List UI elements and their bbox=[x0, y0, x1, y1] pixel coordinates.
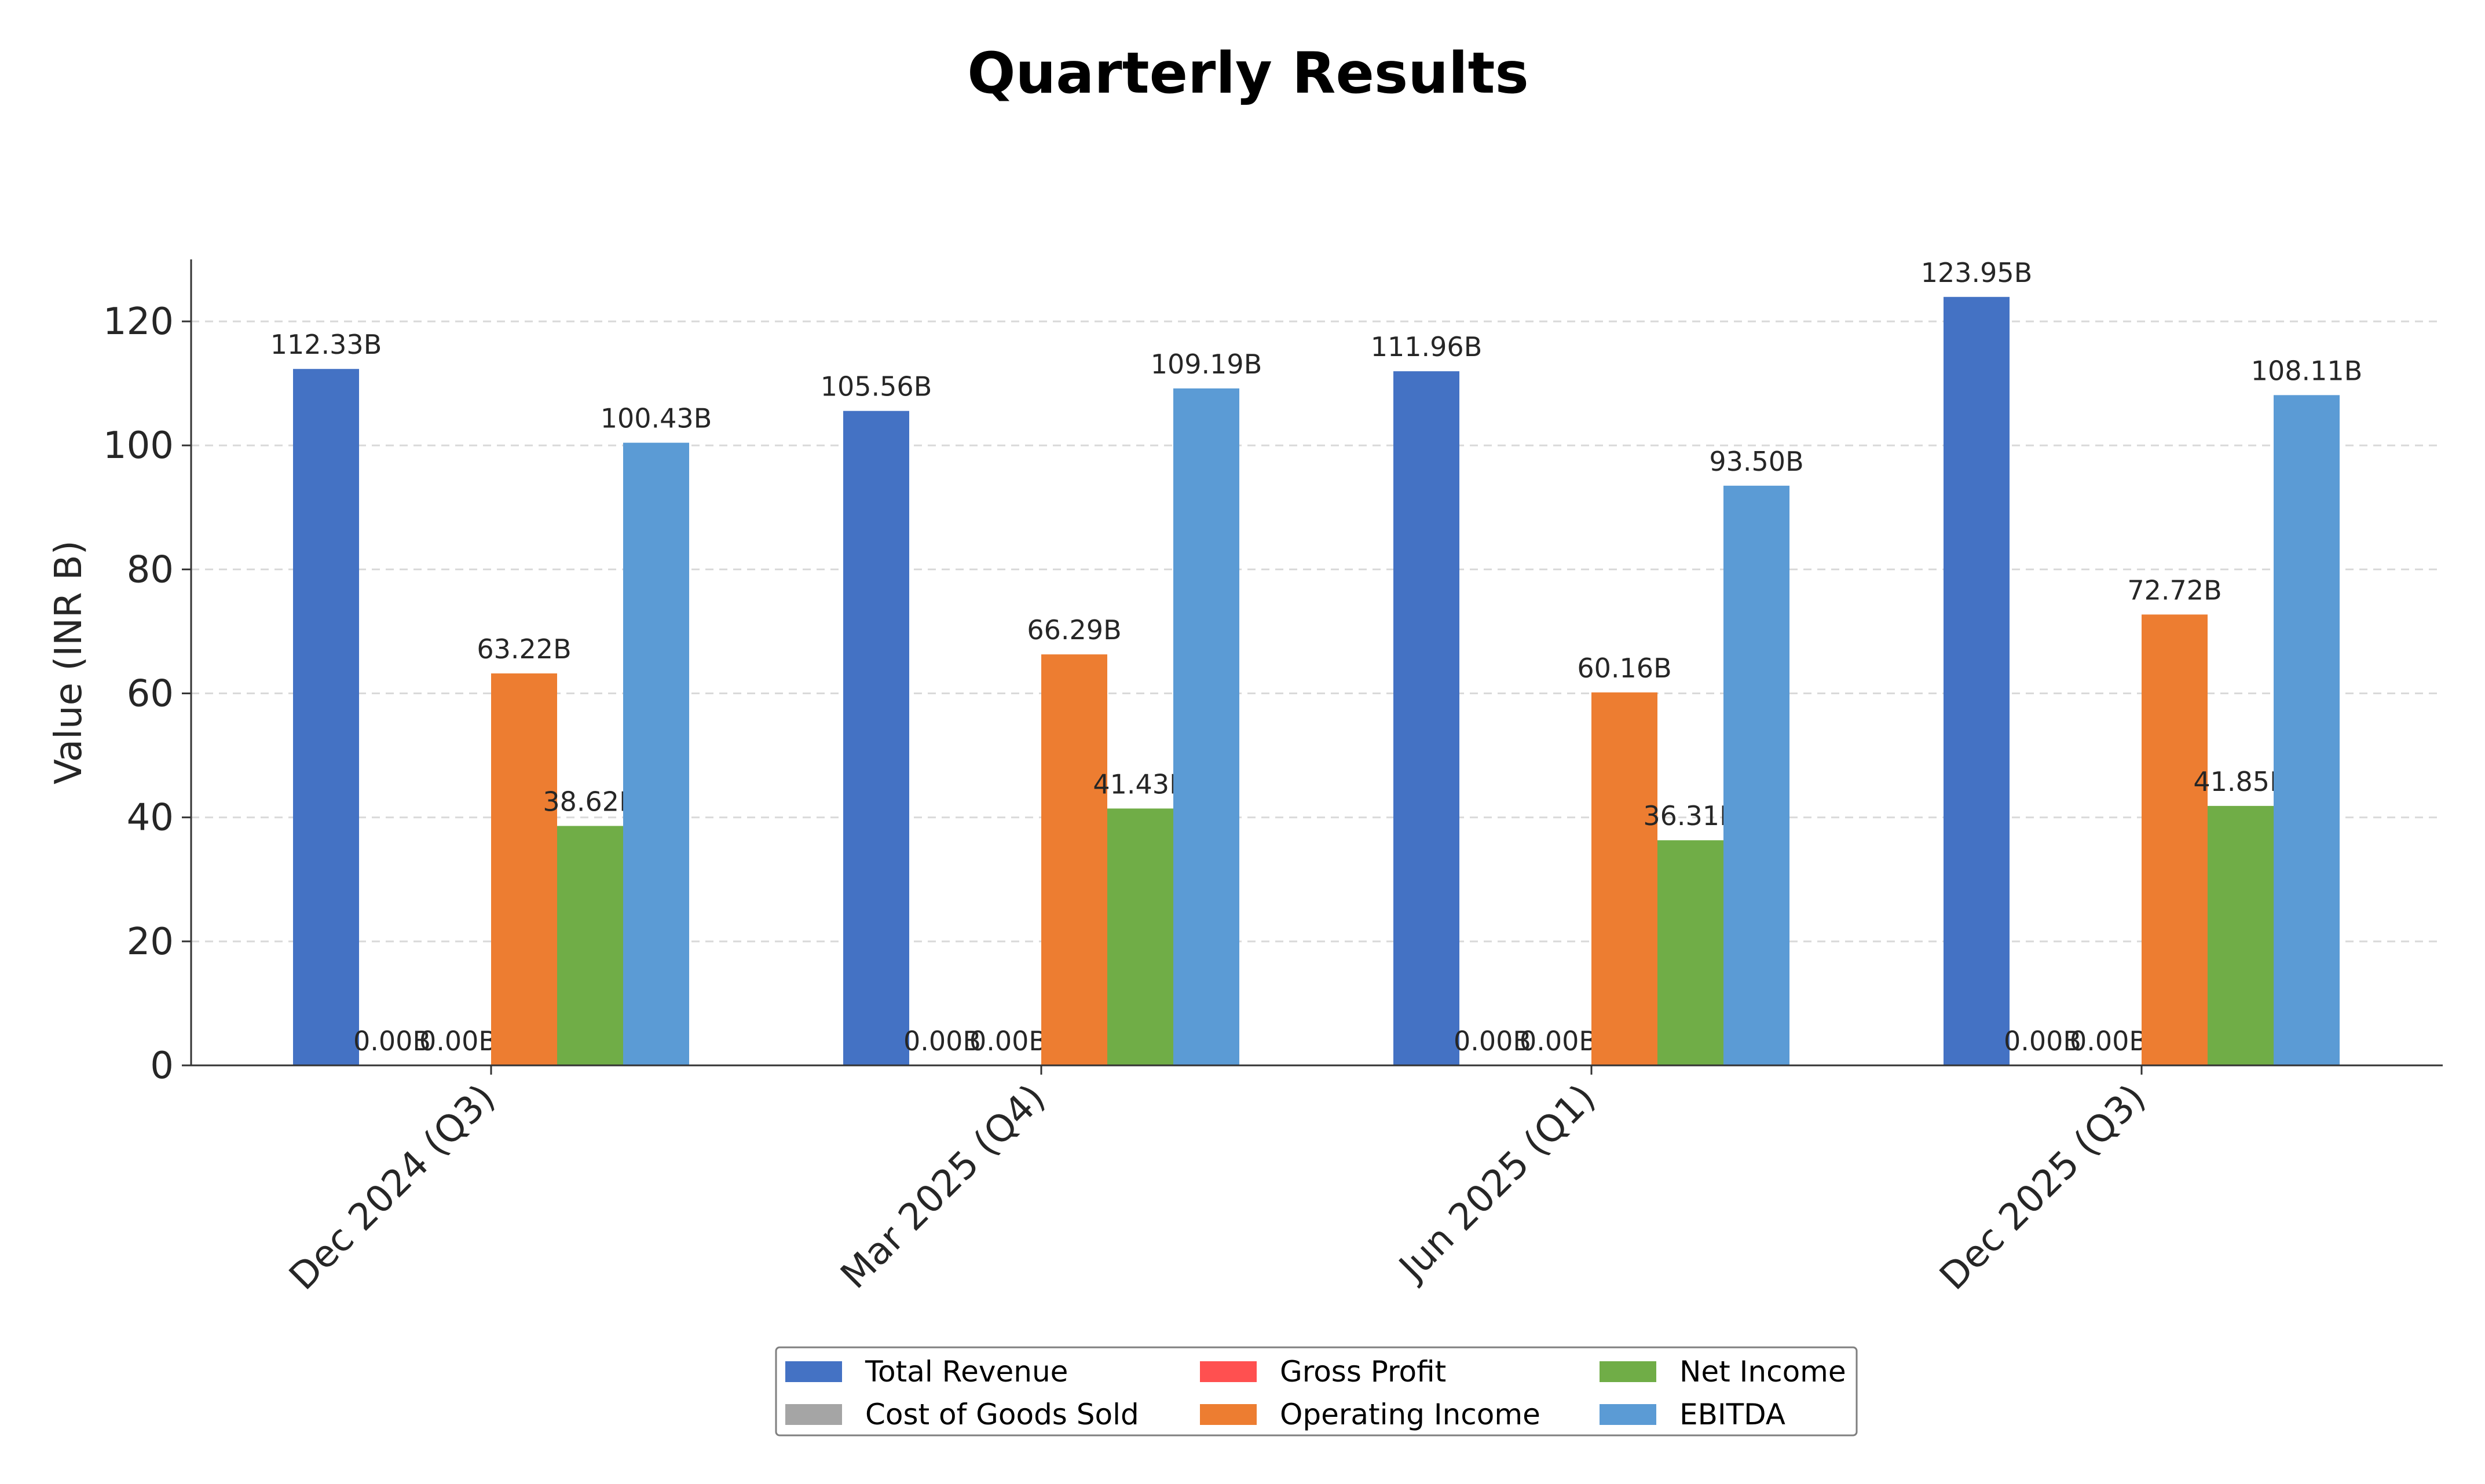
bar-total-revenue bbox=[1393, 371, 1459, 1065]
data-label: 0.00B bbox=[969, 1025, 1047, 1057]
data-label: 0.00B bbox=[903, 1025, 981, 1057]
legend-box bbox=[775, 1346, 1858, 1437]
y-tick-label: 100 bbox=[103, 424, 174, 467]
y-tick-label: 120 bbox=[103, 301, 174, 343]
bar-ebitda bbox=[623, 442, 689, 1065]
bar-total-revenue bbox=[293, 369, 359, 1066]
legend-label: Gross Profit bbox=[1280, 1355, 1446, 1388]
legend-label: Net Income bbox=[1679, 1355, 1846, 1388]
legend-label: Total Revenue bbox=[865, 1355, 1068, 1388]
x-tick-label: Dec 2024 (Q3) bbox=[281, 1076, 504, 1299]
legend-label: Operating Income bbox=[1280, 1398, 1540, 1431]
bar-ebitda bbox=[1173, 388, 1239, 1065]
legend-swatch bbox=[785, 1404, 842, 1425]
data-label: 66.29B bbox=[1027, 614, 1121, 646]
legend-swatch bbox=[1200, 1361, 1257, 1382]
data-label: 41.85B bbox=[2193, 766, 2288, 797]
bar-total-revenue bbox=[843, 411, 909, 1065]
x-tick-label: Jun 2025 (Q1) bbox=[1390, 1076, 1604, 1291]
data-label: 38.62B bbox=[543, 786, 637, 817]
legend-swatch bbox=[1200, 1404, 1257, 1425]
data-label: 0.00B bbox=[353, 1025, 431, 1057]
bar-operating-income bbox=[1041, 654, 1107, 1065]
data-label: 111.96B bbox=[1371, 331, 1483, 362]
y-tick-label: 20 bbox=[127, 921, 174, 963]
y-tick-label: 80 bbox=[127, 548, 174, 591]
bar-total-revenue bbox=[1944, 296, 2010, 1066]
data-label: 109.19B bbox=[1151, 349, 1262, 380]
y-axis-label: Value (INR B) bbox=[47, 540, 90, 785]
data-label: 0.00B bbox=[2070, 1025, 2147, 1057]
data-label: 0.00B bbox=[2004, 1025, 2081, 1057]
legend-swatch bbox=[1600, 1404, 1656, 1425]
legend-swatch bbox=[785, 1361, 842, 1382]
y-tick-label: 40 bbox=[127, 797, 174, 840]
data-label: 93.50B bbox=[1709, 446, 1803, 477]
legend-label: Cost of Goods Sold bbox=[865, 1398, 1139, 1431]
y-tick-label: 60 bbox=[127, 673, 174, 716]
data-label: 108.11B bbox=[2251, 355, 2363, 386]
bar-ebitda bbox=[1723, 485, 1789, 1065]
data-label: 72.72B bbox=[2127, 574, 2222, 606]
bar-net-income bbox=[1657, 840, 1723, 1065]
legend-label: EBITDA bbox=[1679, 1398, 1785, 1431]
y-tick-label: 0 bbox=[150, 1045, 174, 1087]
data-label: 41.43B bbox=[1093, 768, 1187, 800]
data-label: 123.95B bbox=[1921, 257, 2033, 288]
data-label: 63.22B bbox=[477, 633, 571, 665]
x-tick-label: Dec 2025 (Q3) bbox=[1932, 1076, 2154, 1299]
x-tick-label: Mar 2025 (Q4) bbox=[833, 1076, 1053, 1297]
data-label: 60.16B bbox=[1577, 653, 1671, 684]
data-label: 36.31B bbox=[1643, 800, 1737, 831]
bar-net-income bbox=[557, 826, 623, 1065]
bar-ebitda bbox=[2274, 395, 2340, 1065]
data-label: 0.00B bbox=[1520, 1025, 1597, 1057]
bar-net-income bbox=[1107, 808, 1173, 1065]
bar-net-income bbox=[2208, 805, 2274, 1065]
legend-swatch bbox=[1600, 1361, 1656, 1382]
data-label: 100.43B bbox=[601, 403, 712, 434]
data-label: 0.00B bbox=[1454, 1025, 1531, 1057]
data-label: 112.33B bbox=[270, 329, 382, 360]
bar-operating-income bbox=[2142, 614, 2208, 1065]
bar-operating-income bbox=[491, 673, 557, 1065]
chart-title: Quarterly Results bbox=[967, 41, 1529, 107]
data-label: 105.56B bbox=[821, 371, 932, 402]
bar-operating-income bbox=[1591, 692, 1657, 1065]
data-label: 0.00B bbox=[419, 1025, 497, 1057]
